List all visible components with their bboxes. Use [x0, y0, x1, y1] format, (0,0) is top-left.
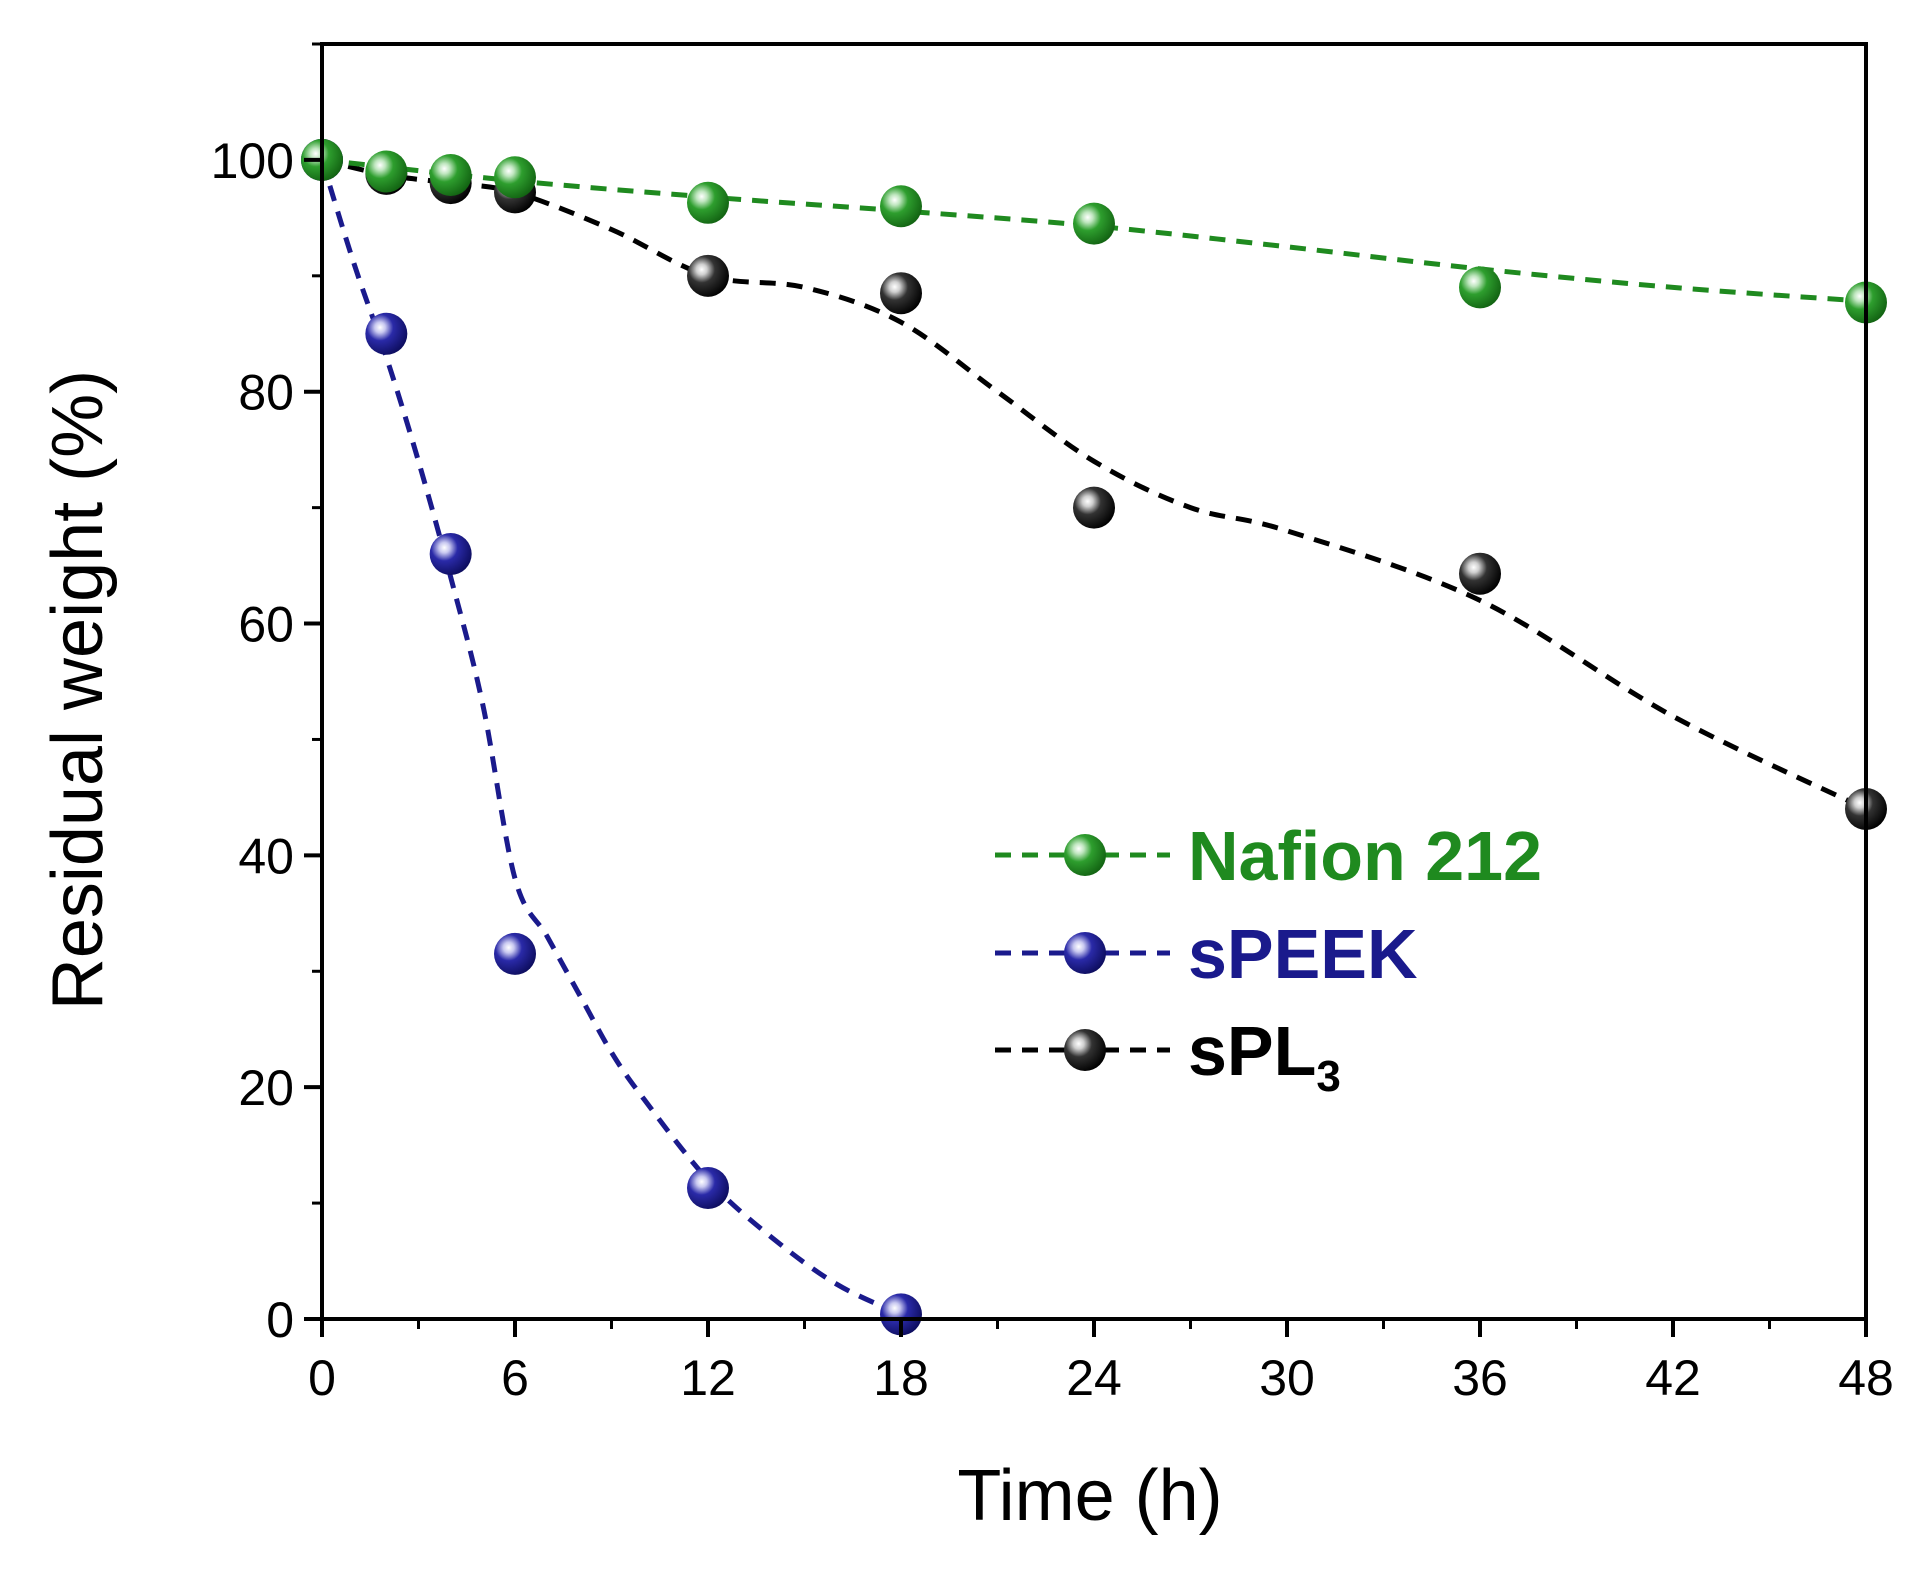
y-tick-label: 60 [238, 597, 294, 653]
data-point [687, 254, 729, 297]
data-point [365, 312, 408, 355]
data-point [687, 1167, 729, 1210]
y-tick-label: 0 [266, 1292, 294, 1348]
legend-label: Nafion 212 [1188, 817, 1542, 895]
legend: Nafion 212 sPEEK sPL3 [995, 817, 1542, 1101]
legend-label-subscript: 3 [1316, 1052, 1340, 1101]
data-point [429, 533, 472, 575]
data-point [880, 272, 922, 315]
data-points [301, 138, 1887, 1336]
data-point [880, 1293, 922, 1336]
data-point [494, 932, 536, 975]
data-point [1073, 202, 1115, 245]
fit-line-1 [319, 159, 903, 1317]
y-axis-title: Residual weight (%) [38, 370, 118, 1010]
data-point [687, 181, 729, 224]
x-tick-label: 6 [501, 1350, 529, 1406]
data-point [880, 185, 922, 228]
data-point [494, 156, 536, 199]
x-tick-label: 0 [308, 1350, 336, 1406]
legend-marker [1064, 932, 1106, 974]
legend-label: sPEEK [1188, 915, 1418, 993]
legend-marker [1064, 1029, 1106, 1071]
fit-lines [319, 157, 1868, 1317]
legend-marker [1064, 834, 1106, 876]
axis-tick-labels: 0 6 12 18 24 30 36 42 48 0 20 40 60 80 100 [211, 133, 1894, 1406]
x-tick-label: 12 [680, 1350, 736, 1406]
y-tick-label: 100 [211, 133, 294, 189]
x-tick-label: 48 [1838, 1350, 1894, 1406]
x-axis-title: Time (h) [957, 1456, 1222, 1536]
y-tick-label: 40 [238, 828, 294, 884]
x-tick-label: 42 [1645, 1350, 1701, 1406]
data-point [1073, 486, 1115, 529]
fit-line-0 [321, 157, 1867, 304]
fit-line-2 [321, 157, 1868, 812]
x-tick-label: 36 [1452, 1350, 1508, 1406]
y-tick-label: 80 [238, 365, 294, 421]
data-point [429, 153, 472, 196]
data-point [365, 150, 408, 193]
axis-ticks [304, 42, 1868, 1337]
x-tick-label: 18 [873, 1350, 929, 1406]
x-tick-label: 24 [1066, 1350, 1122, 1406]
legend-label: sPL3 [1188, 1012, 1341, 1101]
data-point [1459, 552, 1501, 595]
data-point [1459, 266, 1501, 309]
x-tick-label: 30 [1259, 1350, 1315, 1406]
y-tick-label: 20 [238, 1060, 294, 1116]
